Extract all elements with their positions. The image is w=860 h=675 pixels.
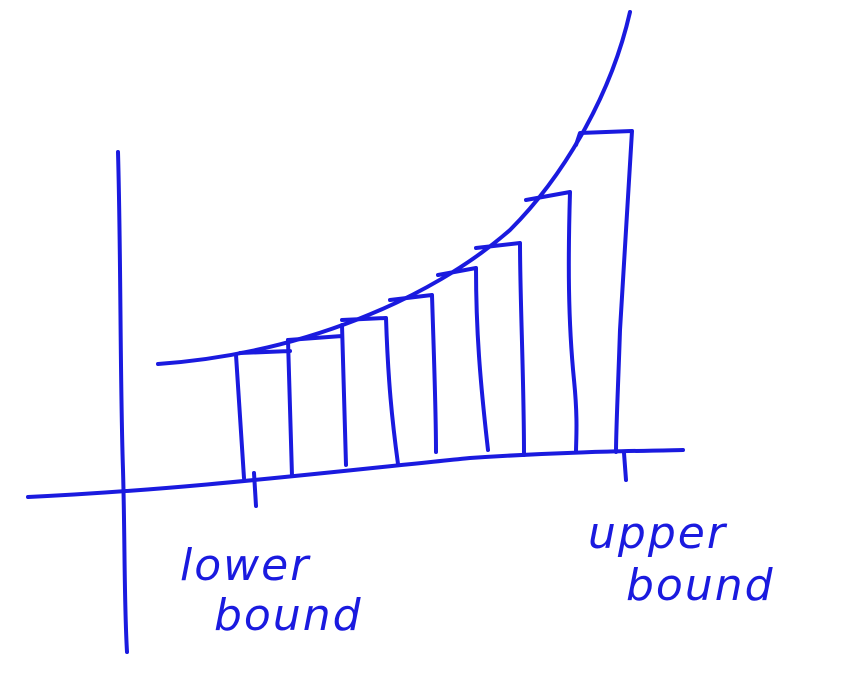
riemann-rectangle bbox=[574, 129, 634, 454]
upper-bound-label: bound bbox=[626, 560, 775, 611]
upper-bound-label: upper bbox=[588, 508, 728, 559]
lower-bound-label: bound bbox=[214, 590, 363, 641]
riemann-rectangle bbox=[234, 338, 294, 480]
riemann-rectangle bbox=[474, 241, 526, 457]
riemann-rectangles bbox=[234, 129, 634, 480]
lower-bound-tick bbox=[252, 471, 258, 508]
riemann-rectangle bbox=[286, 323, 348, 467]
riemann-rectangle bbox=[340, 316, 400, 466]
riemann-rectangle bbox=[436, 266, 490, 452]
lower-bound-label: lower bbox=[180, 540, 311, 591]
x-axis bbox=[26, 448, 685, 499]
riemann-rectangle bbox=[524, 190, 579, 454]
function-curve bbox=[156, 10, 632, 366]
y-axis bbox=[116, 150, 129, 654]
riemann-rectangle bbox=[388, 293, 438, 454]
upper-bound-tick bbox=[622, 451, 628, 482]
